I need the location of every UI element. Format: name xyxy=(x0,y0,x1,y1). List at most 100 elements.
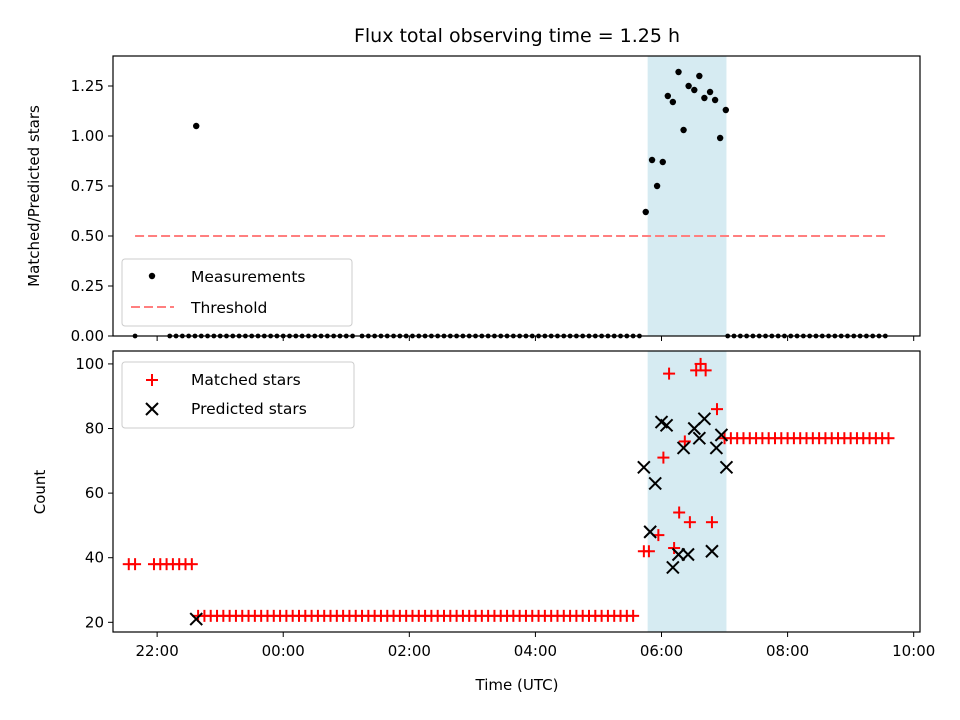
matched-star-marker xyxy=(673,506,686,519)
measurement-point xyxy=(716,134,724,142)
bottom-legend: Matched stars Predicted stars xyxy=(121,361,355,429)
bottom-y-axis: 20 40 60 80 100 xyxy=(75,355,113,631)
predicted-star-marker xyxy=(643,525,657,539)
top-plot-frame xyxy=(112,55,921,337)
measurement-point xyxy=(685,82,692,90)
x-tick-label: 22:00 xyxy=(136,642,179,660)
matched-star-marker xyxy=(683,516,696,529)
matched-stars-points xyxy=(122,357,895,622)
legend-measurements-marker xyxy=(148,272,156,280)
matched-star-marker xyxy=(699,364,712,377)
matched-star-marker xyxy=(627,609,640,622)
marker-stroke xyxy=(637,460,651,474)
legend-predicted-marker xyxy=(145,402,159,416)
predicted-star-marker xyxy=(709,441,724,455)
legend-measurements-label: Measurements xyxy=(191,268,306,286)
measurement-point xyxy=(659,158,666,166)
chart-title: Flux total observing time = 1.25 h xyxy=(354,25,680,47)
y-tick-label: 1.00 xyxy=(71,127,104,145)
measurement-point xyxy=(691,86,698,94)
matched-star-marker xyxy=(122,558,135,571)
legend-matched-label: Matched stars xyxy=(191,371,301,389)
y-tick-label: 100 xyxy=(75,355,104,373)
marker-stroke xyxy=(692,431,707,445)
matched-star-marker xyxy=(642,545,655,558)
top-highlight-band xyxy=(647,56,727,336)
predicted-star-marker xyxy=(681,547,695,562)
marker-stroke xyxy=(709,441,724,455)
measurement-point xyxy=(680,126,687,134)
measurement-point xyxy=(711,96,719,104)
measurement-point xyxy=(653,182,661,190)
measurement-point xyxy=(642,208,649,216)
measurement-point xyxy=(706,88,714,96)
x-tick-label: 02:00 xyxy=(388,642,431,660)
bottom-highlight-band xyxy=(647,351,727,632)
marker-stroke xyxy=(648,476,662,491)
predicted-star-marker xyxy=(719,460,734,474)
bottom-plot-frame xyxy=(112,350,921,633)
top-y-axis: 0.00 0.25 0.50 0.75 1.00 1.25 xyxy=(71,77,113,345)
legend-threshold-label: Threshold xyxy=(190,299,267,317)
marker-stroke xyxy=(714,428,729,442)
predicted-star-marker xyxy=(705,544,719,558)
marker-stroke xyxy=(681,547,695,562)
matched-star-marker xyxy=(185,558,198,571)
matched-star-marker xyxy=(668,542,681,555)
predicted-star-marker xyxy=(637,460,651,474)
top-panel: 0.00 0.25 0.50 0.75 1.00 1.25 Matched/Predict… xyxy=(25,55,921,345)
predicted-star-marker xyxy=(189,612,203,626)
y-tick-label: 80 xyxy=(85,420,104,438)
y-tick-label: 40 xyxy=(85,549,104,567)
matched-star-marker xyxy=(657,451,670,464)
matched-star-marker xyxy=(882,432,895,445)
marker-stroke xyxy=(671,547,686,562)
marker-stroke xyxy=(643,525,657,539)
bottom-legend-box xyxy=(121,361,355,429)
predicted-stars-points xyxy=(189,412,734,626)
legend-predicted-label: Predicted stars xyxy=(191,400,307,418)
marker-stroke xyxy=(189,612,203,626)
x-tick-label: 00:00 xyxy=(262,642,305,660)
predicted-star-marker xyxy=(666,560,680,575)
y-tick-label: 1.25 xyxy=(71,77,104,95)
predicted-star-marker xyxy=(692,431,707,445)
marker-stroke xyxy=(697,412,712,426)
y-tick-label: 0.00 xyxy=(71,327,104,345)
measurement-point xyxy=(648,156,656,164)
x-tick-label: 08:00 xyxy=(766,642,809,660)
x-tick-label: 10:00 xyxy=(892,642,935,660)
predicted-star-marker xyxy=(697,412,712,426)
marker-stroke xyxy=(705,544,719,558)
matched-star-marker xyxy=(705,516,718,529)
y-tick-label: 0.50 xyxy=(71,227,104,245)
legend-matched-marker xyxy=(146,374,158,386)
x-tick-label: 04:00 xyxy=(514,642,557,660)
bottom-panel: 20 40 60 80 100 22:00 00:00 02:00 04:00 06:00 08:… xyxy=(31,350,935,694)
measurement-point xyxy=(664,92,672,100)
predicted-star-marker xyxy=(671,547,686,562)
top-y-axis-label: Matched/Predicted stars xyxy=(25,105,43,287)
marker-stroke xyxy=(719,460,734,474)
top-x-axis xyxy=(156,336,915,341)
matched-star-marker xyxy=(663,367,676,380)
y-tick-label: 0.25 xyxy=(71,277,104,295)
bottom-y-axis-label: Count xyxy=(31,470,49,515)
marker-stroke xyxy=(666,560,680,575)
marker-stroke xyxy=(676,441,691,455)
top-legend: Measurements Threshold xyxy=(121,258,353,327)
predicted-star-marker xyxy=(648,476,662,491)
measurement-point xyxy=(193,122,200,130)
ratio-points xyxy=(193,68,730,216)
y-tick-label: 60 xyxy=(85,484,104,502)
measurement-point xyxy=(669,98,677,106)
marker-stroke xyxy=(659,418,674,432)
predicted-star-marker xyxy=(659,418,674,432)
matched-star-marker xyxy=(694,357,707,370)
measurement-point xyxy=(675,68,682,76)
matched-star-marker xyxy=(710,403,723,416)
bottom-x-axis: 22:00 00:00 02:00 04:00 06:00 08:00 10:00 xyxy=(136,632,935,660)
x-tick-label: 06:00 xyxy=(640,642,683,660)
y-tick-label: 20 xyxy=(85,613,104,631)
